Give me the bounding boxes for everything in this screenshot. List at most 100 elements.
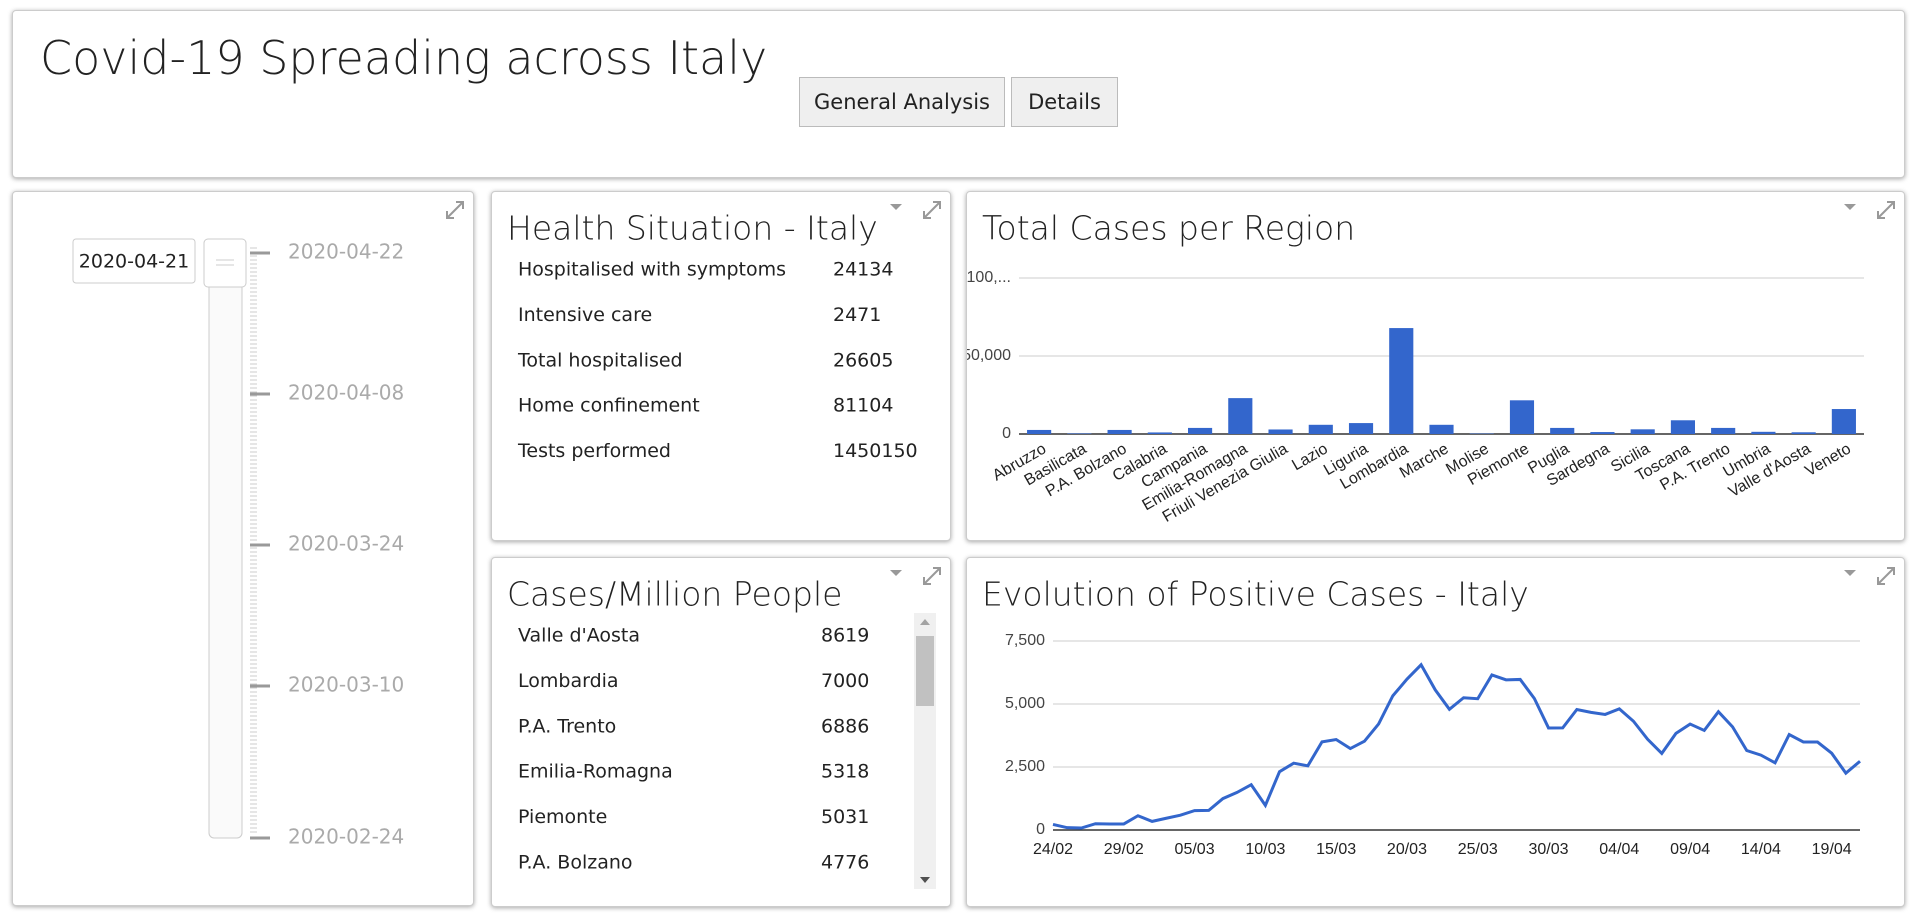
row-value: 4776 <box>821 852 869 874</box>
y-tick-label: 100,... <box>967 269 1011 286</box>
slider-label: 2020-04-22 <box>288 240 404 264</box>
row-label: Piemonte <box>518 806 607 828</box>
bar <box>1027 429 1052 434</box>
x-tick-label: 25/03 <box>1458 841 1498 858</box>
x-tick-label: 05/03 <box>1175 841 1215 858</box>
slider-handle[interactable] <box>203 238 247 288</box>
x-tick-label: 24/02 <box>1033 841 1073 858</box>
expand-icon[interactable] <box>923 201 941 219</box>
panel-canvas: Evolution of Positive Cases - Italy 0 2,50… <box>982 567 1895 858</box>
row-value: 5031 <box>821 806 869 828</box>
x-tick-label: 19/04 <box>1812 841 1852 858</box>
cases-panel: Cases/Million People Valle d'Aosta 8619 Lom… <box>491 557 951 907</box>
slider-label: 2020-03-24 <box>288 532 404 556</box>
row-value: 1450150 <box>833 440 918 462</box>
slider-label: 2020-02-24 <box>288 825 404 849</box>
row-label: P.A. Bolzano <box>518 852 633 874</box>
row-value: 6886 <box>821 715 869 737</box>
table-title: Health Situation - Italy <box>507 209 878 248</box>
line-chart-panel: Evolution of Positive Cases - Italy 0 2,50… <box>966 557 1905 907</box>
y-tick-label: 2,500 <box>1005 758 1045 775</box>
bar <box>1348 423 1374 434</box>
x-tick-label: 30/03 <box>1529 841 1569 858</box>
expand-icon[interactable] <box>923 567 941 585</box>
row-value: 81104 <box>833 395 893 417</box>
bar <box>1067 433 1092 434</box>
scroll-down[interactable] <box>920 877 930 883</box>
x-tick-label: Veneto <box>1802 440 1854 480</box>
header-panel: Covid-19 Spreading across Italy General … <box>12 10 1905 178</box>
expand-icon[interactable] <box>446 201 464 219</box>
x-tick-label: 20/03 <box>1387 841 1427 858</box>
slider-panel: 2020-04-21 2020-04-22 2020-04-08 2020-03-24… <box>12 191 474 906</box>
row-label: Tests performed <box>517 440 671 462</box>
row-label: Total hospitalised <box>517 349 683 371</box>
y-tick-label: 0 <box>1002 425 1011 442</box>
bar <box>1147 432 1172 434</box>
bar <box>1188 427 1213 434</box>
row-label: Lombardia <box>518 670 619 692</box>
expand-icon[interactable] <box>1877 567 1895 585</box>
slider-label: 2020-04-08 <box>288 381 404 405</box>
bar <box>1590 432 1615 434</box>
x-tick-label: 04/04 <box>1599 841 1639 858</box>
row-value: 8619 <box>821 625 869 647</box>
expand-icon[interactable] <box>1877 201 1895 219</box>
y-tick-label: 0 <box>1036 821 1045 838</box>
bar <box>1550 427 1575 434</box>
bar <box>1228 398 1253 434</box>
chart-title: Total Cases per Region <box>982 209 1355 248</box>
row-label: P.A. Trento <box>518 715 616 737</box>
x-tick-label: 15/03 <box>1316 841 1356 858</box>
page-title: Covid-19 Spreading across Italy <box>40 31 768 85</box>
bar <box>1831 409 1856 434</box>
health-panel: Health Situation - Italy Hospitalised wit… <box>491 191 951 541</box>
x-tick-label: 09/04 <box>1670 841 1710 858</box>
slider-label: 2020-03-10 <box>288 673 404 697</box>
menu-icon[interactable] <box>1844 204 1856 210</box>
scroll-up[interactable] <box>920 619 930 625</box>
row-label: Home confinement <box>518 395 700 417</box>
panel-canvas: Total Cases per Region050,000100,...Abru… <box>967 201 1895 526</box>
menu-icon[interactable] <box>890 570 902 576</box>
line <box>1052 662 1861 830</box>
bar <box>1389 328 1414 434</box>
row-value: 2471 <box>833 304 881 326</box>
row-value: 5318 <box>821 761 869 783</box>
slider-track <box>208 238 243 839</box>
row-value: 24134 <box>833 259 893 281</box>
bar <box>1429 424 1454 434</box>
y-tick-label: 50,000 <box>967 347 1011 364</box>
bar <box>1509 400 1535 434</box>
tab-button[interactable]: Details <box>1011 77 1118 127</box>
slider-value: 2020-04-21 <box>79 251 189 273</box>
bar <box>1791 432 1816 434</box>
row-value: 7000 <box>821 670 869 692</box>
bar-chart-panel: Total Cases per Region050,000100,...Abru… <box>966 191 1905 541</box>
y-tick-label: 5,000 <box>1005 695 1045 712</box>
bar <box>1670 420 1695 434</box>
chart-title: Evolution of Positive Cases - Italy <box>982 575 1529 614</box>
x-tick-label: 14/04 <box>1741 841 1781 858</box>
menu-icon[interactable] <box>1844 570 1856 576</box>
bar <box>1630 429 1655 434</box>
row-value: 26605 <box>833 349 893 371</box>
bar <box>1711 427 1736 434</box>
row-label: Valle d'Aosta <box>518 625 640 647</box>
slider-value-box <box>72 238 196 284</box>
bar <box>1308 424 1333 434</box>
row-label: Intensive care <box>518 304 652 326</box>
x-tick-label: 10/03 <box>1245 841 1285 858</box>
panel-canvas: Health Situation - Italy Hospitalised wit… <box>507 201 941 462</box>
panel-canvas: 2020-04-21 2020-04-22 2020-04-08 2020-03-24… <box>72 201 464 849</box>
row-label: Hospitalised with symptoms <box>518 259 786 281</box>
table-title: Cases/Million People <box>507 575 842 614</box>
y-tick-label: 7,500 <box>1005 632 1045 649</box>
panel-canvas: Cases/Million People Valle d'Aosta 8619 Lom… <box>507 567 941 889</box>
tab-button[interactable]: General Analysis <box>799 77 1005 127</box>
scrollbar-thumb[interactable] <box>916 636 934 706</box>
menu-icon[interactable] <box>890 204 902 210</box>
x-tick-label: 29/02 <box>1104 841 1144 858</box>
row-label: Emilia-Romagna <box>518 761 673 783</box>
